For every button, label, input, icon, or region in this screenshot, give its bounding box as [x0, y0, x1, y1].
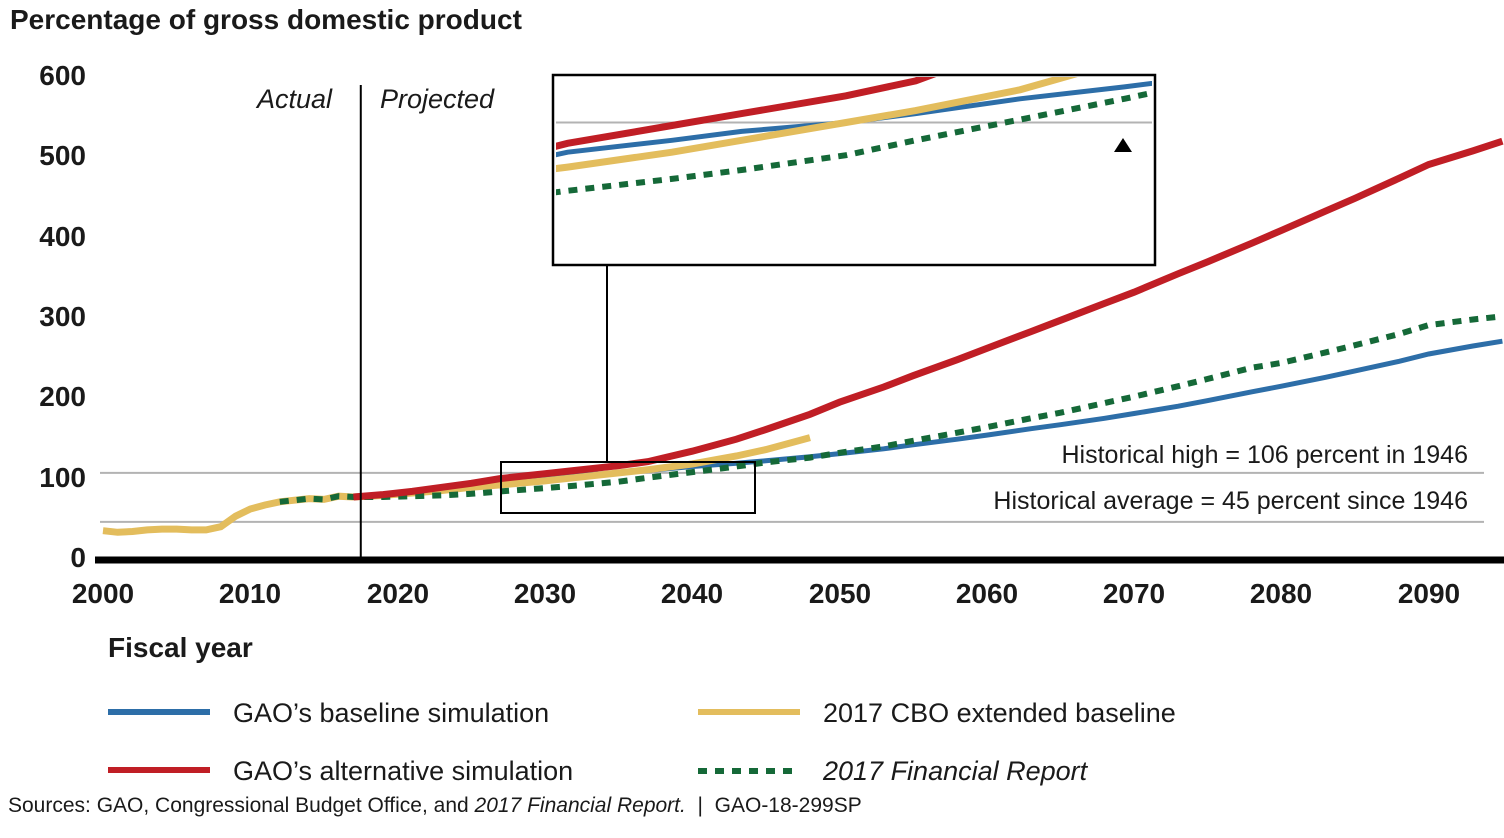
- x-tick-2060: 2060: [955, 578, 1019, 609]
- y-tick-300: 300: [39, 301, 86, 332]
- x-tick-2030: 2030: [513, 578, 577, 609]
- projected-region-label: Projected: [380, 84, 495, 114]
- inset-series-line-gao-baseline: [556, 80, 1152, 158]
- actual-region-label: Actual: [256, 84, 332, 114]
- x-axis-title: Fiscal year: [108, 632, 253, 663]
- triangle-marker: [1114, 138, 1132, 152]
- x-tick-2010: 2010: [218, 578, 282, 609]
- x-tick-2020: 2020: [366, 578, 430, 609]
- x-tick-2090: 2090: [1397, 578, 1461, 609]
- series-line-historical-actual: [102, 492, 354, 536]
- y-tick-600: 600: [39, 60, 86, 91]
- series-line-gao-alternative: [353, 137, 1504, 501]
- x-tick-2000: 2000: [71, 578, 135, 609]
- legend-swatch-baseline: [108, 709, 210, 715]
- source-note: Sources: GAO, Congressional Budget Offic…: [8, 794, 862, 818]
- x-tick-2050: 2050: [808, 578, 872, 609]
- zoom-source-box: [500, 461, 756, 514]
- series-line-financial-report: [279, 313, 1503, 505]
- source-note-report-title: 2017 Financial Report.: [474, 794, 686, 817]
- source-note-prefix: Sources: GAO, Congressional Budget Offic…: [8, 794, 475, 817]
- y-tick-200: 200: [39, 381, 86, 412]
- legend-swatch-cbo: [698, 709, 800, 715]
- source-note-gao-number: | GAO-18-299SP: [685, 794, 862, 817]
- y-tick-400: 400: [39, 221, 86, 252]
- historical-high-annotation: Historical high = 106 percent in 1946: [1061, 441, 1468, 469]
- x-tick-2040: 2040: [660, 578, 724, 609]
- chart-title: Percentage of gross domestic product: [10, 4, 522, 35]
- inset-series-line-gao-alternative: [556, 77, 937, 150]
- y-tick-100: 100: [39, 462, 86, 493]
- y-tick-0: 0: [70, 542, 86, 573]
- inset-series-line-historical-actual: [0, 209, 220, 343]
- inset-plot-area: [0, 77, 1152, 343]
- x-tick-2080: 2080: [1249, 578, 1313, 609]
- legend-label-cbo: 2017 CBO extended baseline: [823, 698, 1176, 728]
- historical-average-annotation: Historical average = 45 percent since 19…: [993, 487, 1468, 515]
- legend-label-baseline: GAO’s baseline simulation: [233, 698, 550, 728]
- legend-label-financial-report: 2017 Financial Report: [823, 756, 1088, 786]
- legend-swatch-alternative: [108, 767, 210, 773]
- inset-box: [551, 73, 1157, 267]
- y-tick-500: 500: [39, 140, 86, 171]
- legend-label-alternative: GAO’s alternative simulation: [233, 756, 574, 786]
- x-tick-2070: 2070: [1102, 578, 1166, 609]
- legend-swatch-financial-report: [698, 768, 800, 774]
- inset-series-line-cbo-extended: [556, 77, 1078, 173]
